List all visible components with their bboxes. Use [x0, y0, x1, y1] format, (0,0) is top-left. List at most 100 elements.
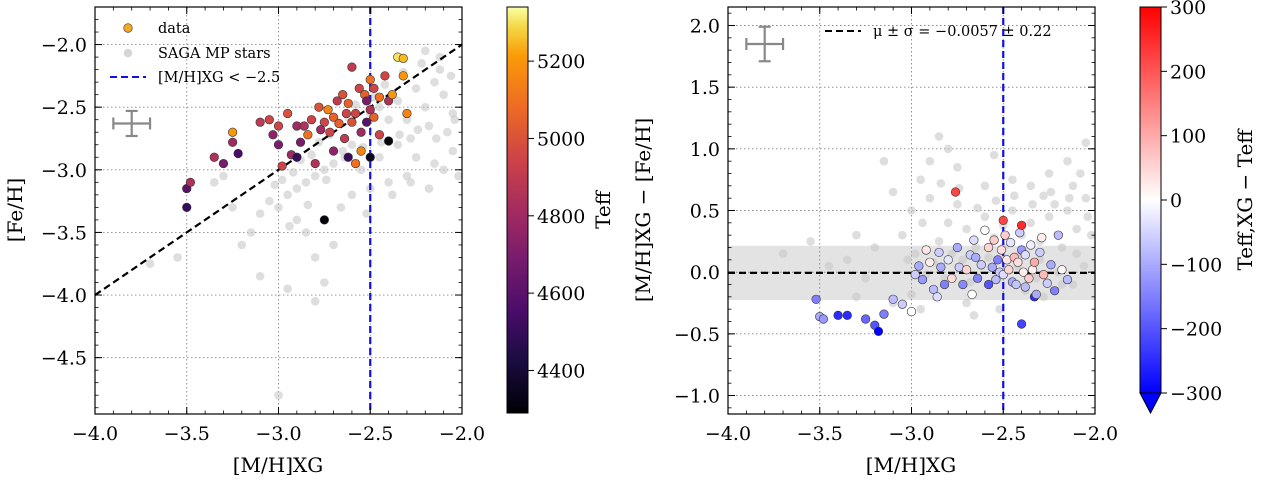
left-y-axis-label: [Fe/H] — [3, 178, 27, 242]
right-error-bar — [745, 25, 785, 63]
right-y-tick-label: 1.5 — [690, 77, 720, 99]
data-point — [888, 294, 898, 304]
data-point — [952, 242, 962, 253]
data-point — [1035, 247, 1045, 258]
right-x-tick-label: −3.5 — [797, 423, 843, 445]
saga-point — [173, 253, 182, 262]
data-point — [218, 158, 229, 169]
data-point — [934, 247, 944, 258]
right-x-tick-label: −2.5 — [980, 423, 1026, 445]
saga-point — [292, 215, 302, 225]
data-point — [323, 105, 333, 115]
data-point — [936, 262, 946, 272]
saga-point — [1008, 206, 1017, 215]
right-y-tick-label: −1.0 — [674, 386, 720, 408]
data-point — [273, 140, 284, 150]
data-point — [182, 202, 192, 212]
left-y-tick-label: −3.5 — [41, 222, 87, 244]
one-to-one-line — [95, 43, 462, 296]
data-point — [969, 235, 979, 245]
data-point — [306, 115, 317, 125]
saga-point — [375, 152, 384, 162]
saga-point — [310, 253, 320, 262]
data-point — [1029, 257, 1040, 267]
left-x-tick-label: −4.0 — [72, 423, 118, 445]
data-point — [1037, 233, 1047, 243]
saga-point — [852, 292, 861, 302]
legend-mean-label: μ ± σ = −0.0057 ± 0.22 — [873, 24, 1052, 40]
colorbar-tick-label: −200 — [1170, 319, 1222, 341]
data-point — [842, 310, 852, 320]
saga-point — [329, 159, 338, 168]
data-point — [1031, 289, 1041, 299]
data-point — [268, 130, 278, 140]
saga-point — [402, 171, 412, 181]
data-point — [1062, 274, 1073, 285]
right-y-tick-label: 2.0 — [690, 16, 720, 38]
saga-point — [934, 132, 944, 141]
data-point — [343, 152, 353, 162]
data-point — [356, 146, 366, 156]
saga-point — [879, 156, 889, 166]
saga-point — [842, 255, 852, 265]
saga-point — [1050, 200, 1059, 209]
saga-point — [307, 150, 316, 160]
right-y-tick-label: 0.5 — [690, 201, 720, 223]
saga-point — [283, 190, 292, 200]
data-point — [972, 273, 983, 283]
data-point — [897, 299, 907, 309]
data-point — [347, 117, 357, 127]
data-point — [365, 75, 375, 85]
left-y-tick-label: −4.0 — [41, 285, 87, 307]
data-point — [361, 96, 372, 106]
saga-point — [255, 209, 265, 218]
data-point — [998, 215, 1008, 225]
data-point — [1026, 240, 1036, 250]
saga-point — [446, 71, 456, 81]
colorbar-tick-label: 5200 — [537, 51, 585, 73]
saga-point — [852, 230, 861, 240]
saga-point — [274, 203, 283, 212]
left-saga-points — [145, 46, 462, 400]
saga-point — [1063, 206, 1072, 215]
right-x-tick-label: −4.0 — [705, 423, 751, 445]
data-point — [1020, 282, 1030, 292]
saga-point — [347, 140, 357, 150]
teff-colorbar-ticks: 4400 4600 4800 5000 5200 — [528, 51, 585, 382]
saga-point — [861, 274, 870, 283]
data-point — [398, 71, 408, 81]
saga-point — [421, 102, 430, 112]
saga-point — [1009, 191, 1019, 200]
saga-point — [288, 168, 298, 177]
data-point — [356, 127, 366, 137]
saga-point — [1039, 292, 1048, 302]
right-y-tick-label: −0.5 — [674, 324, 720, 346]
data-point — [1024, 273, 1034, 283]
saga-point — [310, 171, 320, 181]
saga-point — [1065, 193, 1074, 203]
saga-point — [824, 261, 834, 271]
data-point — [361, 117, 372, 127]
saga-point — [870, 243, 880, 252]
saga-point — [916, 175, 925, 184]
left-data-points — [182, 52, 412, 225]
data-point — [228, 127, 238, 137]
data-point — [310, 158, 320, 169]
data-point — [943, 255, 953, 265]
data-point — [295, 137, 306, 147]
data-point — [283, 108, 293, 119]
saga-point — [237, 240, 247, 250]
saga-point — [1081, 193, 1091, 203]
saga-point — [402, 115, 412, 125]
saga-point — [321, 175, 331, 185]
teff-diff-colorbar-ticks: 300 200 100 0 −100 −200 −300 — [1161, 0, 1222, 405]
saga-point — [1039, 191, 1048, 200]
left-ticks: −4.0 −3.5 −3.0 −2.5 −2.0 −2.0 −2.5 −3.0 −3.5 −4.0… — [41, 6, 485, 445]
saga-point — [943, 218, 953, 228]
saga-point — [435, 65, 445, 74]
data-point — [932, 292, 942, 302]
data-point — [921, 245, 931, 255]
saga-point — [962, 298, 971, 308]
saga-point — [450, 115, 459, 125]
data-point — [910, 270, 920, 280]
